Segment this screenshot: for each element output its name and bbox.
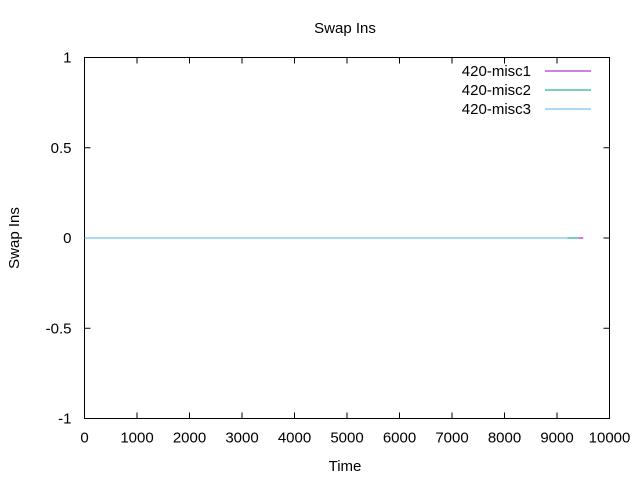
- legend-label: 420-misc1: [462, 63, 531, 80]
- axis-ticks: 0 1000 2000 3000 4000 5000 6000 7000 8000 9000 100…: [46, 50, 631, 447]
- y-tick-label: -0.5: [46, 320, 72, 337]
- chart-title: Swap Ins: [314, 20, 376, 37]
- x-tick-label: 6000: [383, 430, 416, 447]
- y-axis-label: Swap Ins: [6, 207, 23, 269]
- x-tick-label: 10000: [589, 430, 631, 447]
- x-tick-label: 1000: [120, 430, 153, 447]
- y-tick-label: 0.5: [51, 140, 72, 157]
- legend: 420-misc1 420-misc2 420-misc3: [462, 63, 591, 118]
- x-tick-label: 5000: [330, 430, 363, 447]
- x-tick-label: 2000: [173, 430, 206, 447]
- x-tick-label: 4000: [278, 430, 311, 447]
- x-tick-label: 9000: [540, 430, 573, 447]
- y-tick-label: 0: [63, 230, 71, 247]
- legend-label: 420-misc2: [462, 82, 531, 99]
- x-tick-label: 0: [80, 430, 88, 447]
- x-tick-label: 7000: [435, 430, 468, 447]
- y-tick-label: 1: [63, 50, 71, 67]
- y-tick-label: -1: [58, 411, 71, 428]
- x-axis-label: Time: [329, 458, 362, 475]
- legend-label: 420-misc3: [462, 101, 531, 118]
- x-tick-label: 3000: [225, 430, 258, 447]
- x-tick-label: 8000: [488, 430, 521, 447]
